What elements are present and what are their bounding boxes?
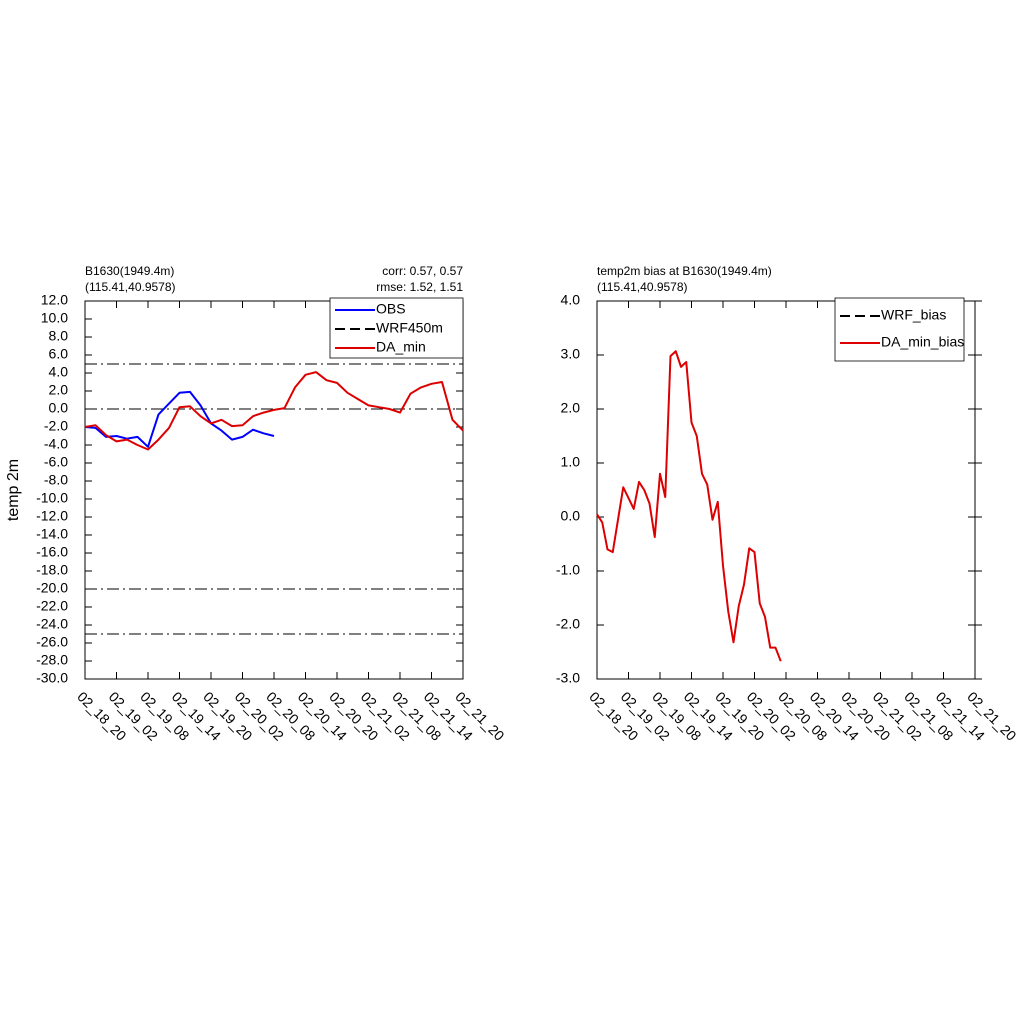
y-tick-label: -24.0 [36, 616, 68, 632]
y-tick-label: -4.0 [44, 436, 68, 452]
y-tick-label: -16.0 [36, 544, 68, 560]
y-tick-label: -14.0 [36, 526, 68, 542]
y-tick-label: -2.0 [556, 616, 580, 632]
y-tick-label: 0.0 [561, 508, 581, 524]
chart-title: temp2m bias at B1630(1949.4m) [597, 264, 772, 278]
y-tick-label: -30.0 [36, 670, 68, 686]
y-tick-label: 12.0 [41, 292, 68, 308]
y-tick-label: -12.0 [36, 508, 68, 524]
y-tick-label: -20.0 [36, 580, 68, 596]
legend-label: OBS [376, 301, 406, 317]
y-tick-label: -1.0 [556, 562, 580, 578]
y-tick-label: -3.0 [556, 670, 580, 686]
y-tick-label: 4.0 [49, 364, 69, 380]
y-tick-label: -6.0 [44, 454, 68, 470]
chart-title: B1630(1949.4m) [85, 264, 174, 278]
y-tick-label: 1.0 [561, 454, 581, 470]
y-tick-label: -28.0 [36, 652, 68, 668]
y-tick-label: -2.0 [44, 418, 68, 434]
y-tick-label: 2.0 [49, 382, 69, 398]
legend-label: DA_min [376, 339, 426, 355]
annotation: rmse: 1.52, 1.51 [376, 280, 463, 294]
y-tick-label: -10.0 [36, 490, 68, 506]
y-tick-label: 8.0 [49, 328, 69, 344]
y-axis-label: temp 2m [5, 459, 22, 521]
y-tick-label: 2.0 [561, 400, 581, 416]
y-tick-label: -26.0 [36, 634, 68, 650]
chart-panel: temp2m bias at B1630(1949.4m) (115.41,40.… [556, 264, 1020, 744]
y-tick-label: -8.0 [44, 472, 68, 488]
legend-box [834, 297, 965, 362]
y-tick-label: -22.0 [36, 598, 68, 614]
y-tick-label: 0.0 [49, 400, 69, 416]
chart-subtitle: (115.41,40.9578) [85, 280, 176, 294]
annotation: corr: 0.57, 0.57 [382, 264, 463, 278]
legend-label: WRF450m [376, 320, 443, 336]
y-tick-label: -18.0 [36, 562, 68, 578]
legend-label: WRF_bias [881, 307, 946, 323]
series-line [84, 390, 275, 448]
series-line [596, 350, 782, 662]
y-tick-label: 6.0 [49, 346, 69, 362]
y-tick-label: 3.0 [561, 346, 581, 362]
chart-subtitle: (115.41,40.9578) [597, 280, 688, 294]
legend-label: DA_min_bias [881, 334, 964, 350]
chart-panel: B1630(1949.4m) (115.41,40.9578) corr: 0.57… [5, 264, 508, 744]
y-tick-label: 4.0 [561, 292, 581, 308]
series-line [84, 371, 464, 451]
y-tick-label: 10.0 [41, 310, 68, 326]
